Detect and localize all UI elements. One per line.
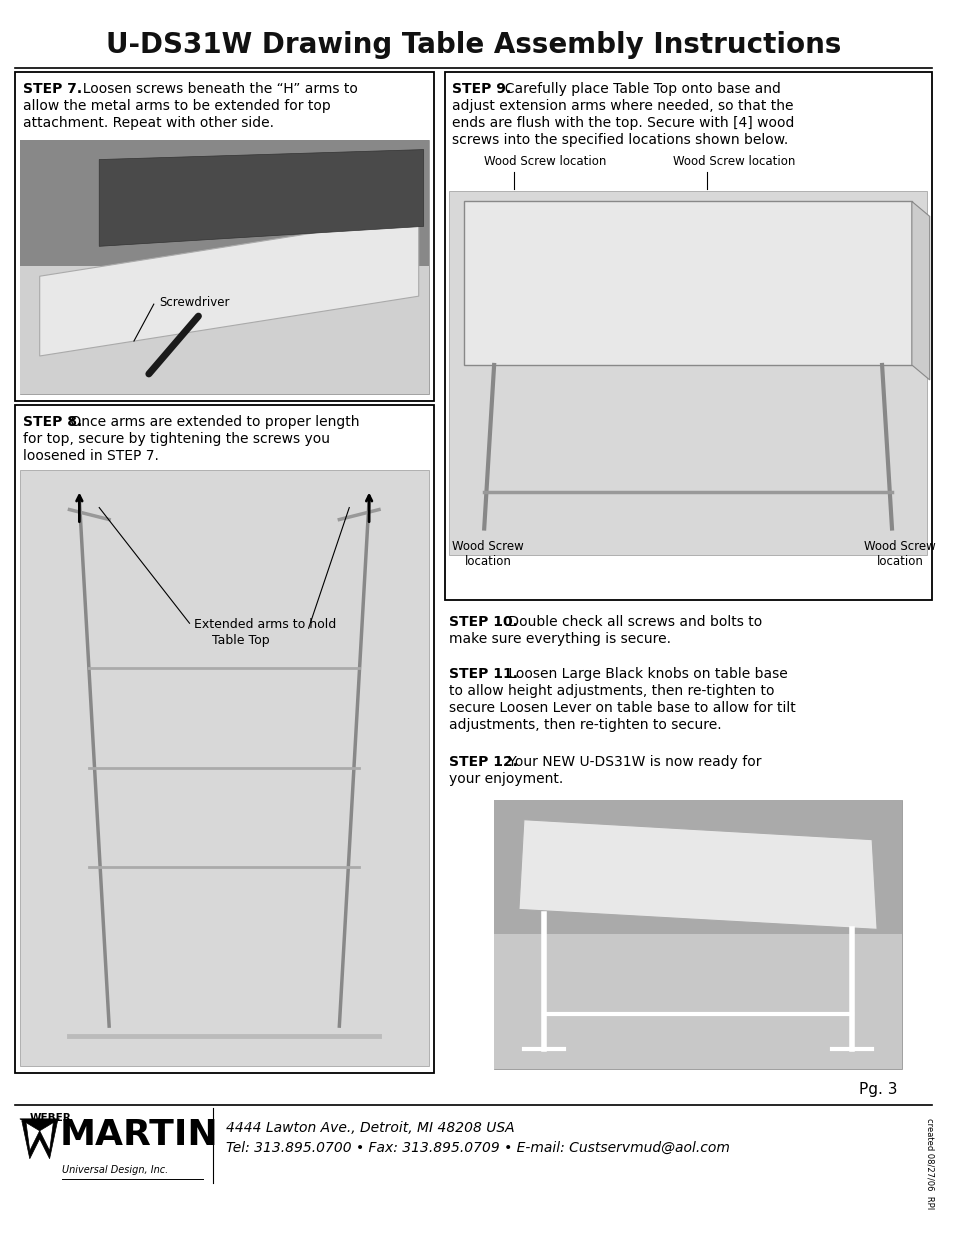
Bar <box>494 935 901 1070</box>
Text: STEP 9.: STEP 9. <box>452 82 511 96</box>
Text: loosened in STEP 7.: loosened in STEP 7. <box>23 448 158 463</box>
Bar <box>494 800 901 1070</box>
Text: Loosen Large Black knobs on table base: Loosen Large Black knobs on table base <box>503 667 787 682</box>
Text: Loosen screws beneath the “H” arms to: Loosen screws beneath the “H” arms to <box>74 82 358 96</box>
Text: attachment. Repeat with other side.: attachment. Repeat with other side. <box>23 116 274 130</box>
Bar <box>20 140 428 267</box>
Bar <box>15 405 434 1073</box>
Text: Table Top: Table Top <box>213 635 270 647</box>
Text: Double check all screws and bolts to: Double check all screws and bolts to <box>503 615 761 630</box>
Text: adjustments, then re-tighten to secure.: adjustments, then re-tighten to secure. <box>449 718 721 732</box>
Bar <box>20 140 428 394</box>
Text: Screwdriver: Screwdriver <box>158 296 229 309</box>
Text: screws into the specified locations shown below.: screws into the specified locations show… <box>452 132 788 147</box>
Text: Wood Screw location: Wood Screw location <box>484 154 606 168</box>
Polygon shape <box>99 149 423 246</box>
Bar <box>494 800 901 1070</box>
Text: U-DS31W Drawing Table Assembly Instructions: U-DS31W Drawing Table Assembly Instructi… <box>106 31 841 59</box>
Text: Extended arms to hold: Extended arms to hold <box>194 619 336 631</box>
Text: Wood Screw
location: Wood Screw location <box>863 541 935 568</box>
Text: STEP 7.: STEP 7. <box>23 82 82 96</box>
Text: secure Loosen Lever on table base to allow for tilt: secure Loosen Lever on table base to all… <box>449 701 796 715</box>
Text: STEP 8.: STEP 8. <box>23 415 82 429</box>
Text: STEP 10.: STEP 10. <box>449 615 517 630</box>
Bar <box>444 72 931 600</box>
Text: STEP 12.: STEP 12. <box>449 755 517 769</box>
Text: Tel: 313.895.0700 • Fax: 313.895.0709 • E-mail: Custservmud@aol.com: Tel: 313.895.0700 • Fax: 313.895.0709 • … <box>226 1141 729 1155</box>
Text: STEP 11.: STEP 11. <box>449 667 517 682</box>
Text: ends are flush with the top. Secure with [4] wood: ends are flush with the top. Secure with… <box>452 116 794 130</box>
Polygon shape <box>518 820 876 930</box>
Text: 4444 Lawton Ave., Detroit, MI 48208 USA: 4444 Lawton Ave., Detroit, MI 48208 USA <box>226 1121 515 1135</box>
Polygon shape <box>20 1119 59 1131</box>
Text: for top, secure by tightening the screws you: for top, secure by tightening the screws… <box>23 432 330 446</box>
Bar <box>20 469 428 1066</box>
Text: allow the metal arms to be extended for top: allow the metal arms to be extended for … <box>23 99 331 112</box>
Text: Universal Design, Inc.: Universal Design, Inc. <box>61 1165 168 1174</box>
Text: your enjoyment.: your enjoyment. <box>449 772 563 785</box>
Text: Pg. 3: Pg. 3 <box>859 1082 897 1097</box>
Text: adjust extension arms where needed, so that the: adjust extension arms where needed, so t… <box>452 99 793 112</box>
Polygon shape <box>911 201 929 380</box>
Polygon shape <box>22 1121 57 1158</box>
Text: Wood Screw location: Wood Screw location <box>672 154 794 168</box>
Text: WEBER: WEBER <box>30 1113 71 1123</box>
Text: Your NEW U-DS31W is now ready for: Your NEW U-DS31W is now ready for <box>503 755 760 769</box>
Text: created 08/27/06  RPI: created 08/27/06 RPI <box>924 1118 934 1209</box>
Text: MARTIN: MARTIN <box>59 1118 218 1152</box>
Bar <box>20 267 428 394</box>
Text: Once arms are extended to proper length: Once arms are extended to proper length <box>67 415 359 429</box>
Text: Wood Screw
location: Wood Screw location <box>452 541 523 568</box>
Bar <box>464 201 911 366</box>
Bar <box>449 191 925 556</box>
Bar <box>15 72 434 401</box>
Text: Carefully place Table Top onto base and: Carefully place Table Top onto base and <box>496 82 781 96</box>
Text: make sure everything is secure.: make sure everything is secure. <box>449 632 671 646</box>
Polygon shape <box>40 216 418 356</box>
Text: to allow height adjustments, then re-tighten to: to allow height adjustments, then re-tig… <box>449 684 774 698</box>
Bar <box>20 140 428 394</box>
